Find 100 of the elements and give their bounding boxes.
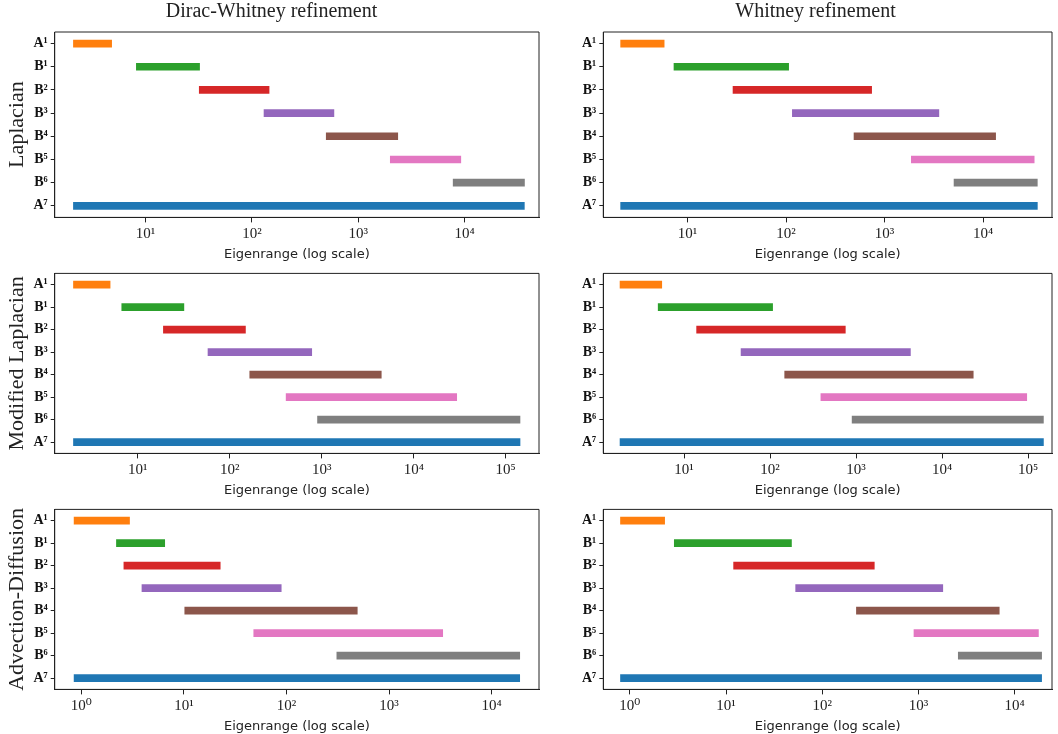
bar (73, 674, 521, 682)
y-tick-label: B⁵ (582, 151, 597, 167)
y-tick-label: B³ (582, 343, 597, 359)
x-axis-title: Eigenrange (log scale) (223, 245, 370, 261)
bar (820, 393, 1028, 401)
x-tick-label: 10¹ (674, 461, 694, 478)
bar (620, 39, 665, 48)
y-tick-label: B⁵ (34, 151, 48, 167)
y-tick-label: A¹ (33, 512, 48, 528)
bar (389, 155, 462, 164)
x-tick-label: 10¹ (174, 697, 194, 714)
x-tick-label: 10² (760, 461, 781, 478)
bar (325, 132, 399, 141)
y-tick-label: B⁶ (582, 411, 597, 427)
bar (853, 132, 996, 141)
y-tick-label: A¹ (33, 35, 48, 51)
x-tick-label: 10⁵ (1017, 461, 1039, 478)
y-tick-label: A¹ (582, 276, 597, 292)
y-tick-label: B⁶ (34, 411, 48, 427)
bar (620, 674, 1042, 682)
bar (263, 109, 335, 117)
y-tick-label: B⁵ (34, 388, 48, 404)
y-tick-label: B⁴ (34, 127, 49, 143)
x-axis-title: Eigenrange (log scale) (754, 481, 901, 497)
bar (784, 370, 974, 379)
y-tick-label: A⁷ (582, 433, 597, 449)
y-tick-label: A⁷ (33, 669, 48, 685)
x-tick-label: 10² (776, 225, 797, 242)
chart-title: Whitney refinement (735, 0, 897, 23)
bar (184, 606, 358, 615)
bar (856, 606, 1000, 615)
y-tick-label: A⁷ (582, 669, 597, 685)
y-tick-label: B⁴ (582, 602, 598, 618)
bar (732, 86, 872, 94)
y-axis-title: Advection-Diffusion (2, 507, 28, 691)
bar (73, 516, 130, 525)
bar (792, 109, 940, 117)
bar (73, 280, 111, 289)
x-axis-title: Eigenrange (log scale) (754, 245, 901, 261)
y-tick-label: B² (582, 81, 597, 97)
x-tick-label: 10² (242, 225, 263, 242)
x-tick-label: 10⁰ (619, 697, 641, 714)
x-tick-label: 10³ (379, 697, 400, 714)
y-tick-label: A¹ (582, 35, 597, 51)
y-tick-label: A⁷ (33, 433, 48, 449)
bar (733, 561, 875, 570)
x-tick-label: 10⁴ (454, 225, 475, 242)
bar (317, 415, 521, 424)
x-tick-label: 10² (812, 697, 833, 714)
y-tick-label: B³ (582, 579, 597, 595)
y-tick-label: B⁶ (582, 647, 597, 663)
y-tick-label: B² (582, 557, 597, 573)
bar (73, 438, 521, 446)
x-tick-label: 10³ (846, 461, 867, 478)
bar (913, 629, 1039, 637)
y-tick-label: B¹ (34, 58, 48, 74)
bar (452, 178, 525, 187)
y-tick-label: B⁶ (34, 174, 48, 190)
y-tick-label: B⁴ (34, 366, 49, 382)
x-tick-label: 10³ (908, 697, 929, 714)
bar (285, 393, 458, 401)
bar (136, 62, 200, 71)
bar (249, 370, 382, 379)
bar (141, 584, 282, 592)
bar (620, 201, 1038, 210)
y-tick-label: B¹ (34, 534, 48, 550)
y-tick-label: B² (34, 81, 48, 97)
x-tick-label: 10⁴ (481, 697, 502, 714)
x-axis-title: Eigenrange (log scale) (223, 481, 370, 497)
y-axis-title: Modified Laplacian (2, 276, 28, 451)
bar (253, 629, 444, 637)
bar (911, 155, 1035, 164)
bar (657, 303, 773, 311)
y-tick-label: B³ (582, 104, 597, 120)
x-tick-label: 10¹ (135, 225, 156, 242)
bar (73, 201, 525, 210)
y-tick-label: B² (582, 321, 597, 337)
y-tick-label: B⁵ (582, 624, 597, 640)
x-tick-label: 10⁰ (70, 697, 92, 714)
bar (121, 303, 185, 311)
x-axis-title: Eigenrange (log scale) (754, 717, 901, 733)
y-tick-label: B¹ (582, 534, 597, 550)
x-tick-label: 10² (220, 461, 241, 478)
y-tick-label: B² (34, 557, 48, 573)
bar (116, 539, 166, 547)
y-tick-label: A¹ (582, 512, 597, 528)
bar (619, 438, 1044, 446)
bar (123, 561, 221, 570)
y-tick-label: B⁶ (582, 174, 597, 190)
y-tick-label: B⁴ (34, 602, 49, 618)
x-tick-label: 10⁴ (403, 461, 424, 478)
bar (696, 325, 846, 334)
y-tick-label: B³ (34, 343, 48, 359)
y-tick-label: B¹ (582, 58, 597, 74)
y-tick-label: B⁵ (34, 624, 48, 640)
bar (957, 651, 1042, 660)
y-tick-label: A⁷ (582, 197, 597, 213)
bar (795, 584, 944, 592)
x-axis-title: Eigenrange (log scale) (223, 717, 370, 733)
x-tick-label: 10⁵ (495, 461, 516, 478)
